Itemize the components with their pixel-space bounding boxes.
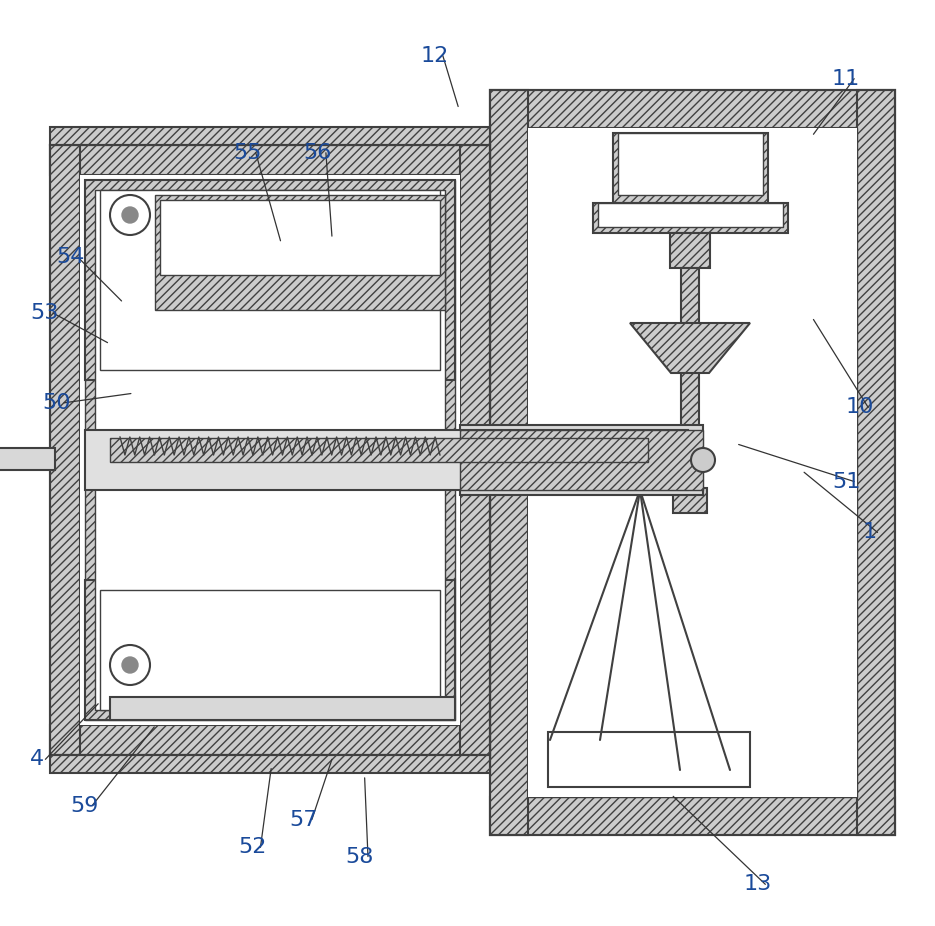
Bar [80,175,460,725]
Polygon shape [490,797,895,835]
Text: 54: 54 [56,247,84,268]
Text: 52: 52 [238,837,266,857]
Polygon shape [50,145,80,755]
Bar [50,127,490,145]
Bar [670,233,710,268]
Text: 10: 10 [846,397,874,418]
Text: 1: 1 [862,522,877,543]
Bar [100,190,440,370]
Polygon shape [460,145,490,755]
Bar [110,438,648,462]
Bar [673,488,707,513]
Text: 13: 13 [743,874,771,895]
Bar [598,203,783,227]
Bar [533,133,852,792]
Bar [85,580,455,720]
Circle shape [122,207,138,223]
Polygon shape [857,90,895,835]
Bar [0,448,55,470]
Text: 4: 4 [30,749,45,770]
Bar [155,195,445,310]
Text: 56: 56 [304,143,332,163]
Bar [618,133,763,195]
Bar [593,203,788,233]
Text: 57: 57 [290,809,318,830]
Bar [460,425,703,495]
Bar [548,732,750,787]
Text: 59: 59 [70,795,98,816]
Bar [160,200,440,275]
Bar [100,590,440,710]
Polygon shape [85,180,455,720]
Text: 51: 51 [832,471,860,492]
Bar [490,90,895,835]
Polygon shape [630,323,750,373]
Bar [528,128,857,797]
Bar [85,430,688,490]
Bar [50,755,490,773]
Polygon shape [490,90,528,835]
Bar [613,133,768,203]
Bar [630,233,750,323]
Text: 50: 50 [42,393,70,413]
Text: 55: 55 [234,143,262,163]
Bar [85,180,455,380]
Polygon shape [490,90,895,128]
Polygon shape [528,128,857,797]
Text: 53: 53 [31,303,59,323]
Circle shape [691,448,715,472]
Bar [460,430,703,490]
Bar [625,230,755,326]
Bar [681,268,699,488]
Polygon shape [50,145,490,175]
Circle shape [122,657,138,673]
Text: 58: 58 [346,846,374,867]
Text: 11: 11 [832,69,860,89]
Bar [50,145,490,755]
Polygon shape [95,190,445,710]
Bar [110,697,455,720]
Text: 12: 12 [421,45,449,66]
Polygon shape [50,725,490,755]
